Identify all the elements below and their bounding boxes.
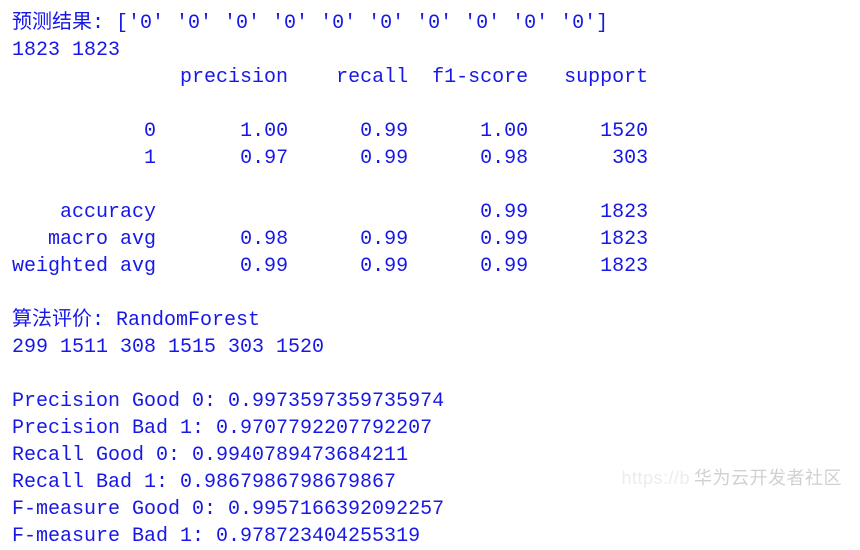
col-support: support <box>564 66 648 89</box>
weighted-label: weighted avg <box>12 255 156 278</box>
col-recall: recall <box>336 66 408 89</box>
row0-label: 0 <box>144 120 156 143</box>
weighted-support: 1823 <box>600 255 648 278</box>
eval-title: 算法评价: RandomForest <box>12 309 260 332</box>
row1-support: 303 <box>612 147 648 170</box>
accuracy-label: accuracy <box>60 201 156 224</box>
weighted-recall: 0.99 <box>360 255 408 278</box>
metric-2: Recall Good 0: 0.9940789473684211 <box>12 444 408 467</box>
accuracy-f1: 0.99 <box>480 201 528 224</box>
col-f1: f1-score <box>432 66 528 89</box>
predict-array: ['0' '0' '0' '0' '0' '0' '0' '0' '0' '0'… <box>116 12 608 35</box>
predict-counts: 1823 1823 <box>12 39 120 62</box>
row0-precision: 1.00 <box>240 120 288 143</box>
metric-1: Precision Bad 1: 0.9707792207792207 <box>12 417 432 440</box>
console-output: 预测结果: ['0' '0' '0' '0' '0' '0' '0' '0' '… <box>12 10 848 550</box>
row1-f1: 0.98 <box>480 147 528 170</box>
row1-recall: 0.99 <box>360 147 408 170</box>
macro-support: 1823 <box>600 228 648 251</box>
row0-recall: 0.99 <box>360 120 408 143</box>
weighted-f1: 0.99 <box>480 255 528 278</box>
predict-prefix: 预测结果: <box>12 12 104 35</box>
accuracy-support: 1823 <box>600 201 648 224</box>
macro-recall: 0.99 <box>360 228 408 251</box>
metric-5: F-measure Bad 1: 0.978723404255319 <box>12 525 420 548</box>
row0-support: 1520 <box>600 120 648 143</box>
col-precision: precision <box>180 66 288 89</box>
macro-precision: 0.98 <box>240 228 288 251</box>
macro-f1: 0.99 <box>480 228 528 251</box>
metric-4: F-measure Good 0: 0.9957166392092257 <box>12 498 444 521</box>
macro-label: macro avg <box>48 228 156 251</box>
row1-precision: 0.97 <box>240 147 288 170</box>
metric-0: Precision Good 0: 0.9973597359735974 <box>12 390 444 413</box>
metric-3: Recall Bad 1: 0.9867986798679867 <box>12 471 396 494</box>
row0-f1: 1.00 <box>480 120 528 143</box>
eval-numbers: 299 1511 308 1515 303 1520 <box>12 336 324 359</box>
weighted-precision: 0.99 <box>240 255 288 278</box>
row1-label: 1 <box>144 147 156 170</box>
